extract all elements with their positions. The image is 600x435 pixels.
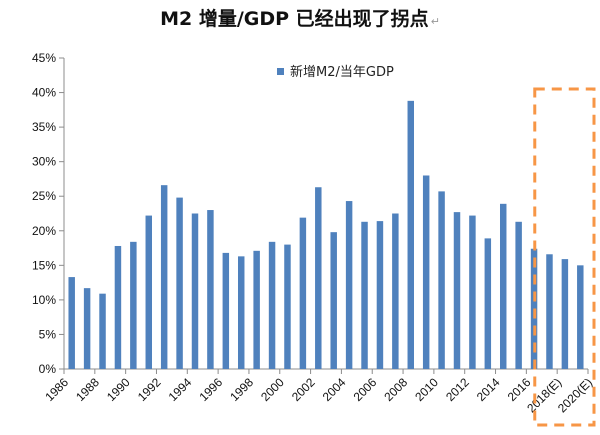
bar [299, 217, 307, 369]
x-tick-label: 2010 [412, 375, 441, 404]
bar [268, 241, 276, 369]
bar [253, 250, 260, 369]
bar [315, 187, 322, 369]
bar [114, 245, 122, 369]
x-tick-label: 2002 [289, 375, 318, 404]
y-tick-label: 45% [32, 51, 56, 65]
bar [499, 203, 507, 369]
x-tick-label: 2004 [320, 375, 349, 404]
y-tick-label: 20% [32, 224, 56, 238]
bar [99, 293, 106, 369]
y-tick-label: 35% [32, 120, 56, 134]
bar [422, 175, 430, 369]
chart-title: M2 增量/GDP 已经出现了拐点 ↵ [0, 4, 600, 31]
x-tick-label: 2006 [351, 375, 380, 404]
y-tick-label: 10% [32, 293, 56, 307]
y-tick-label: 5% [39, 327, 57, 341]
y-tick-label: 30% [32, 155, 56, 169]
bar [345, 201, 353, 369]
bar [130, 241, 137, 369]
x-tick-label: 2008 [381, 375, 410, 404]
bar [453, 212, 461, 369]
legend-swatch [277, 68, 284, 75]
chart-title-text: M2 增量/GDP 已经出现了拐点 [160, 8, 429, 30]
bar [83, 288, 91, 369]
bar [145, 215, 153, 369]
bar [392, 213, 399, 369]
bar [407, 100, 415, 370]
x-tick-label: 1998 [227, 375, 256, 404]
bar [237, 256, 245, 369]
x-tick-label: 2014 [474, 375, 503, 404]
bar [376, 221, 384, 369]
x-tick-label: 1994 [166, 375, 195, 404]
paragraph-mark-icon: ↵ [430, 15, 440, 28]
bar [577, 265, 584, 369]
legend-label: 新增M2/当年GDP [290, 64, 394, 80]
y-tick-label: 15% [32, 258, 56, 272]
x-tick-label: 2012 [443, 375, 472, 404]
x-tick-label: 1986 [42, 375, 71, 404]
estimate-highlight-box [533, 87, 596, 427]
bar [438, 191, 445, 369]
bar [484, 238, 492, 369]
bar [160, 185, 168, 369]
bar [330, 232, 337, 369]
y-tick-label: 25% [32, 189, 56, 203]
x-tick-label: 1990 [104, 375, 133, 404]
x-tick-label: 2020(E) [555, 375, 595, 415]
bar [68, 277, 75, 369]
bar [176, 197, 183, 369]
x-tick-label: 1996 [196, 375, 225, 404]
bar [561, 259, 569, 369]
bar [222, 252, 230, 369]
bar [361, 221, 368, 369]
bar [191, 213, 199, 369]
bar [546, 254, 553, 369]
bar [469, 215, 476, 369]
x-tick-label: 1988 [73, 375, 102, 404]
y-tick-label: 0% [39, 362, 57, 376]
bar [284, 244, 291, 369]
x-tick-label: 2000 [258, 375, 287, 404]
bar [515, 221, 522, 369]
x-tick-label: 1992 [135, 375, 164, 404]
y-tick-label: 40% [32, 86, 56, 100]
bar [207, 210, 214, 369]
